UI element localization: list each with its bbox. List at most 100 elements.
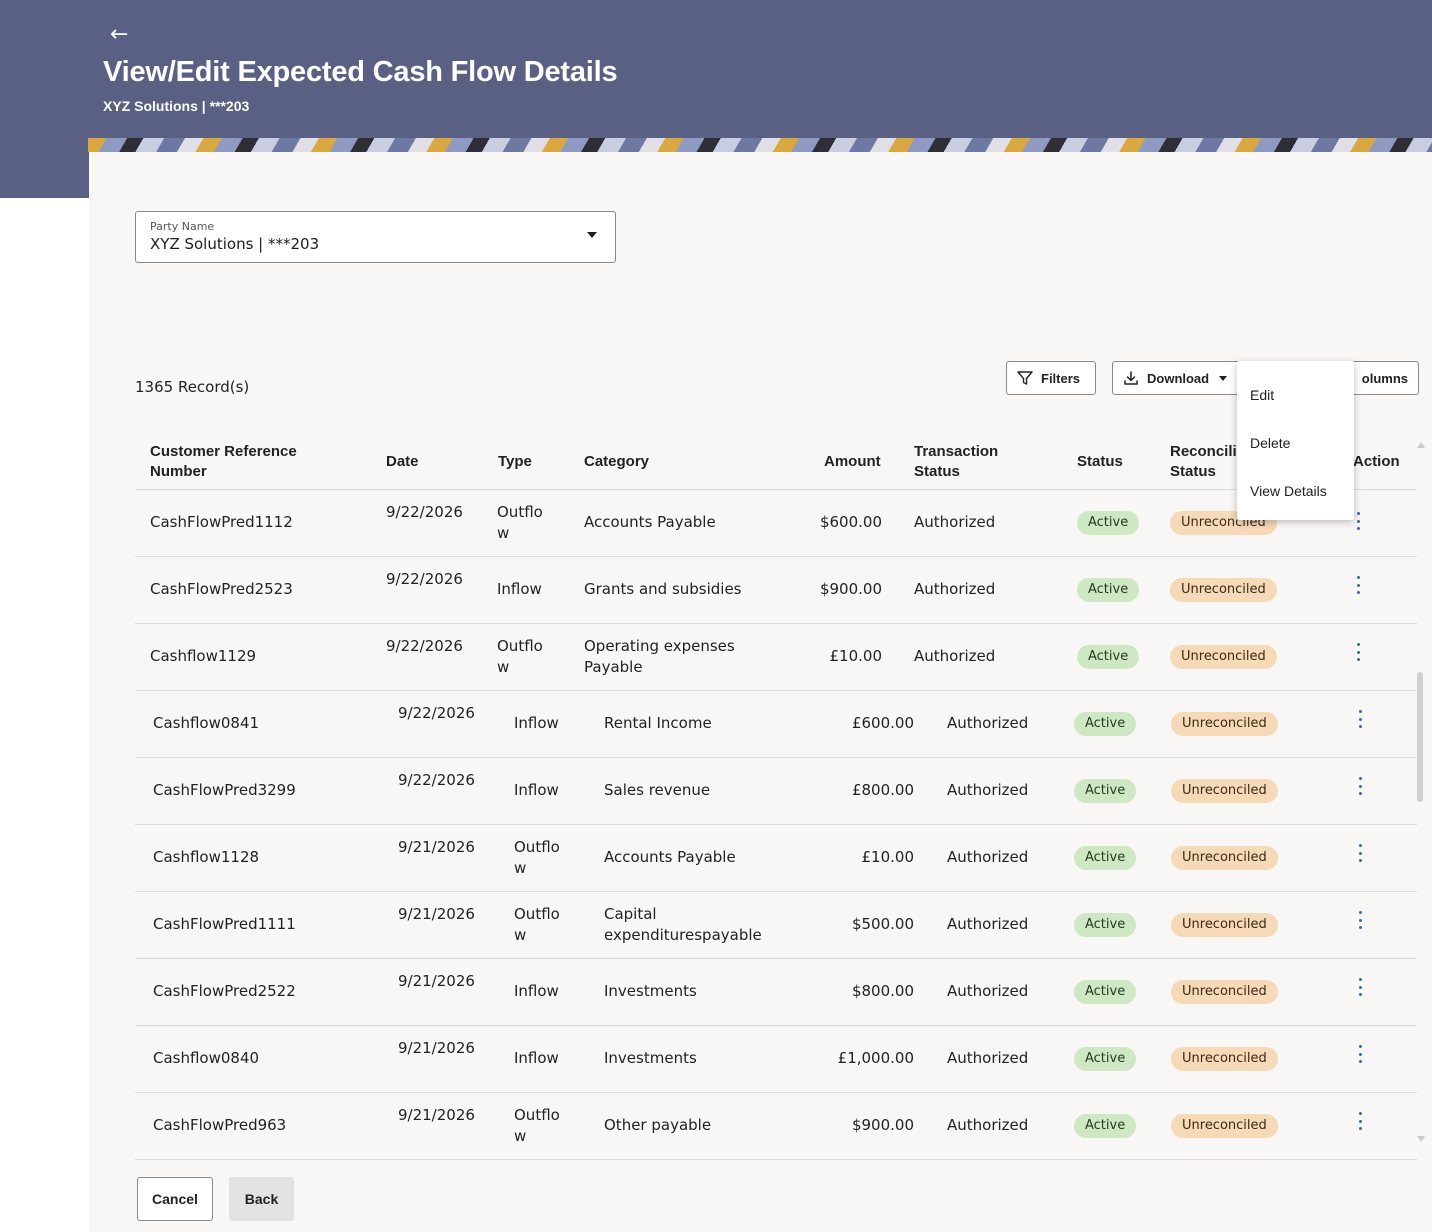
- columns-label: olumns: [1361, 370, 1408, 386]
- status-badge: Active: [1074, 779, 1137, 803]
- category-cell: Investments: [604, 1049, 697, 1067]
- menu-item-delete[interactable]: Delete: [1250, 435, 1291, 451]
- kebab-dot: [1358, 1052, 1362, 1056]
- filters-button[interactable]: Filters: [1006, 361, 1096, 395]
- kebab-dot: [1356, 512, 1360, 515]
- main-card: Party Name XYZ Solutions | ***203 1365 R…: [89, 152, 1432, 1232]
- download-button[interactable]: Download: [1112, 361, 1242, 395]
- date-cell: 9/22/2026: [398, 704, 475, 722]
- more-options-icon[interactable]: [1356, 710, 1364, 728]
- column-header-type[interactable]: Type: [498, 453, 532, 470]
- party-name-select[interactable]: Party Name XYZ Solutions | ***203: [135, 211, 616, 263]
- reconciliation-badge: Unreconciled: [1170, 645, 1277, 669]
- download-icon: [1124, 371, 1138, 385]
- kebab-dot: [1358, 859, 1362, 862]
- column-header-status[interactable]: Status: [1077, 453, 1123, 470]
- scroll-up-arrow-icon[interactable]: [1417, 442, 1425, 448]
- category-cell: Other payable: [604, 1116, 712, 1134]
- reconciliation-badge: Unreconciled: [1171, 1047, 1278, 1071]
- type-cell: Outflow: [514, 838, 560, 877]
- more-options-icon[interactable]: [1356, 1112, 1364, 1130]
- table-header-row: Customer Reference Number Date Type Cate…: [135, 432, 1417, 490]
- type-cell: Outflow: [497, 503, 543, 542]
- scroll-down-arrow-icon[interactable]: [1417, 1136, 1425, 1142]
- category-cell: Accounts Payable: [584, 513, 716, 531]
- date-cell: 9/22/2026: [386, 637, 463, 655]
- more-options-icon[interactable]: [1356, 777, 1364, 795]
- more-options-icon[interactable]: [1356, 844, 1364, 862]
- more-options-icon[interactable]: [1356, 1045, 1364, 1063]
- kebab-dot: [1358, 710, 1362, 713]
- kebab-dot: [1356, 527, 1360, 530]
- date-cell: 9/22/2026: [398, 771, 475, 789]
- download-label: Download: [1147, 370, 1210, 386]
- amount-cell: £800.00: [851, 781, 914, 799]
- kebab-dot: [1358, 911, 1362, 914]
- kebab-dot: [1358, 784, 1362, 788]
- more-options-icon[interactable]: [1354, 576, 1362, 594]
- page-subtitle: XYZ Solutions | ***203: [103, 98, 250, 114]
- transaction-status-cell: Authorized: [947, 781, 1029, 799]
- status-badge: Active: [1074, 712, 1137, 736]
- amount-cell: $900.00: [819, 580, 882, 598]
- kebab-dot: [1356, 519, 1360, 523]
- type-cell: Outflow: [514, 905, 560, 944]
- amount-cell: £10.00: [829, 647, 883, 665]
- header-decorative-pattern: [88, 138, 1432, 152]
- amount-cell: £1,000.00: [837, 1049, 914, 1067]
- date-cell: 9/21/2026: [398, 1039, 475, 1057]
- kebab-dot: [1356, 658, 1360, 661]
- filter-icon: [1017, 371, 1033, 385]
- column-header-amount[interactable]: Amount: [824, 453, 881, 470]
- more-options-icon[interactable]: [1356, 911, 1364, 929]
- date-cell: 9/21/2026: [398, 1106, 475, 1124]
- transaction-status-cell: Authorized: [947, 714, 1029, 732]
- kebab-dot: [1358, 1119, 1362, 1123]
- status-badge: Active: [1074, 1047, 1137, 1071]
- cancel-button[interactable]: Cancel: [137, 1177, 213, 1221]
- transaction-status-cell: Authorized: [914, 513, 996, 531]
- more-options-icon[interactable]: [1356, 978, 1364, 996]
- status-badge: Active: [1074, 980, 1137, 1004]
- column-header-date[interactable]: Date: [386, 453, 419, 470]
- menu-item-edit[interactable]: Edit: [1250, 387, 1275, 403]
- reconciliation-badge: Unreconciled: [1170, 578, 1277, 602]
- column-header-transaction-status[interactable]: Transaction Status: [914, 443, 999, 480]
- scrollbar-thumb[interactable]: [1417, 672, 1423, 802]
- transaction-status-cell: Authorized: [914, 580, 996, 598]
- party-name-value: XYZ Solutions | ***203: [150, 235, 320, 253]
- more-options-icon[interactable]: [1354, 512, 1362, 530]
- reconciliation-badge: Unreconciled: [1171, 1114, 1278, 1138]
- kebab-dot: [1358, 792, 1362, 795]
- menu-item-view-details[interactable]: View Details: [1250, 483, 1327, 499]
- category-cell: Grants and subsidies: [584, 580, 742, 598]
- table-body: CashFlowPred1112 9/22/2026 Outflow Accounts…: [135, 490, 1417, 1160]
- column-header-reconciliation-status[interactable]: Reconcili Status: [1170, 443, 1237, 480]
- table-row: Cashflow1129 9/22/2026 Outflow Operating ex…: [135, 624, 1417, 691]
- table-scrollbar[interactable]: [1416, 442, 1425, 1142]
- table-row: CashFlowPred1111 9/21/2026 Outflow Capital …: [135, 892, 1417, 959]
- column-header-reference[interactable]: Customer Reference Number: [150, 443, 297, 480]
- table-row: CashFlowPred2523 9/22/2026 Inflow Grants an…: [135, 557, 1417, 624]
- date-cell: 9/21/2026: [398, 905, 475, 923]
- reconciliation-badge: Unreconciled: [1171, 980, 1278, 1004]
- cash-flow-table: Customer Reference Number Date Type Cate…: [135, 432, 1417, 1160]
- status-badge: Active: [1074, 913, 1137, 937]
- reference-number: CashFlowPred2522: [153, 982, 296, 1000]
- back-button[interactable]: Back: [229, 1177, 294, 1221]
- filters-label: Filters: [1041, 370, 1081, 386]
- kebab-dot: [1356, 650, 1360, 654]
- transaction-status-cell: Authorized: [914, 647, 996, 665]
- amount-cell: £600.00: [851, 714, 914, 732]
- reference-number: Cashflow1129: [150, 647, 257, 665]
- records-count: 1365 Record(s): [135, 378, 250, 396]
- back-arrow-icon[interactable]: ←: [110, 22, 129, 47]
- reference-number: CashFlowPred963: [153, 1116, 287, 1134]
- reference-number: Cashflow0840: [153, 1049, 260, 1067]
- more-options-icon[interactable]: [1354, 643, 1362, 661]
- category-cell: Capital expenditurespayable: [604, 905, 762, 944]
- table-row: CashFlowPred3299 9/22/2026 Inflow Sales rev…: [135, 758, 1417, 825]
- kebab-dot: [1356, 643, 1360, 646]
- column-header-category[interactable]: Category: [584, 453, 650, 470]
- kebab-dot: [1358, 725, 1362, 728]
